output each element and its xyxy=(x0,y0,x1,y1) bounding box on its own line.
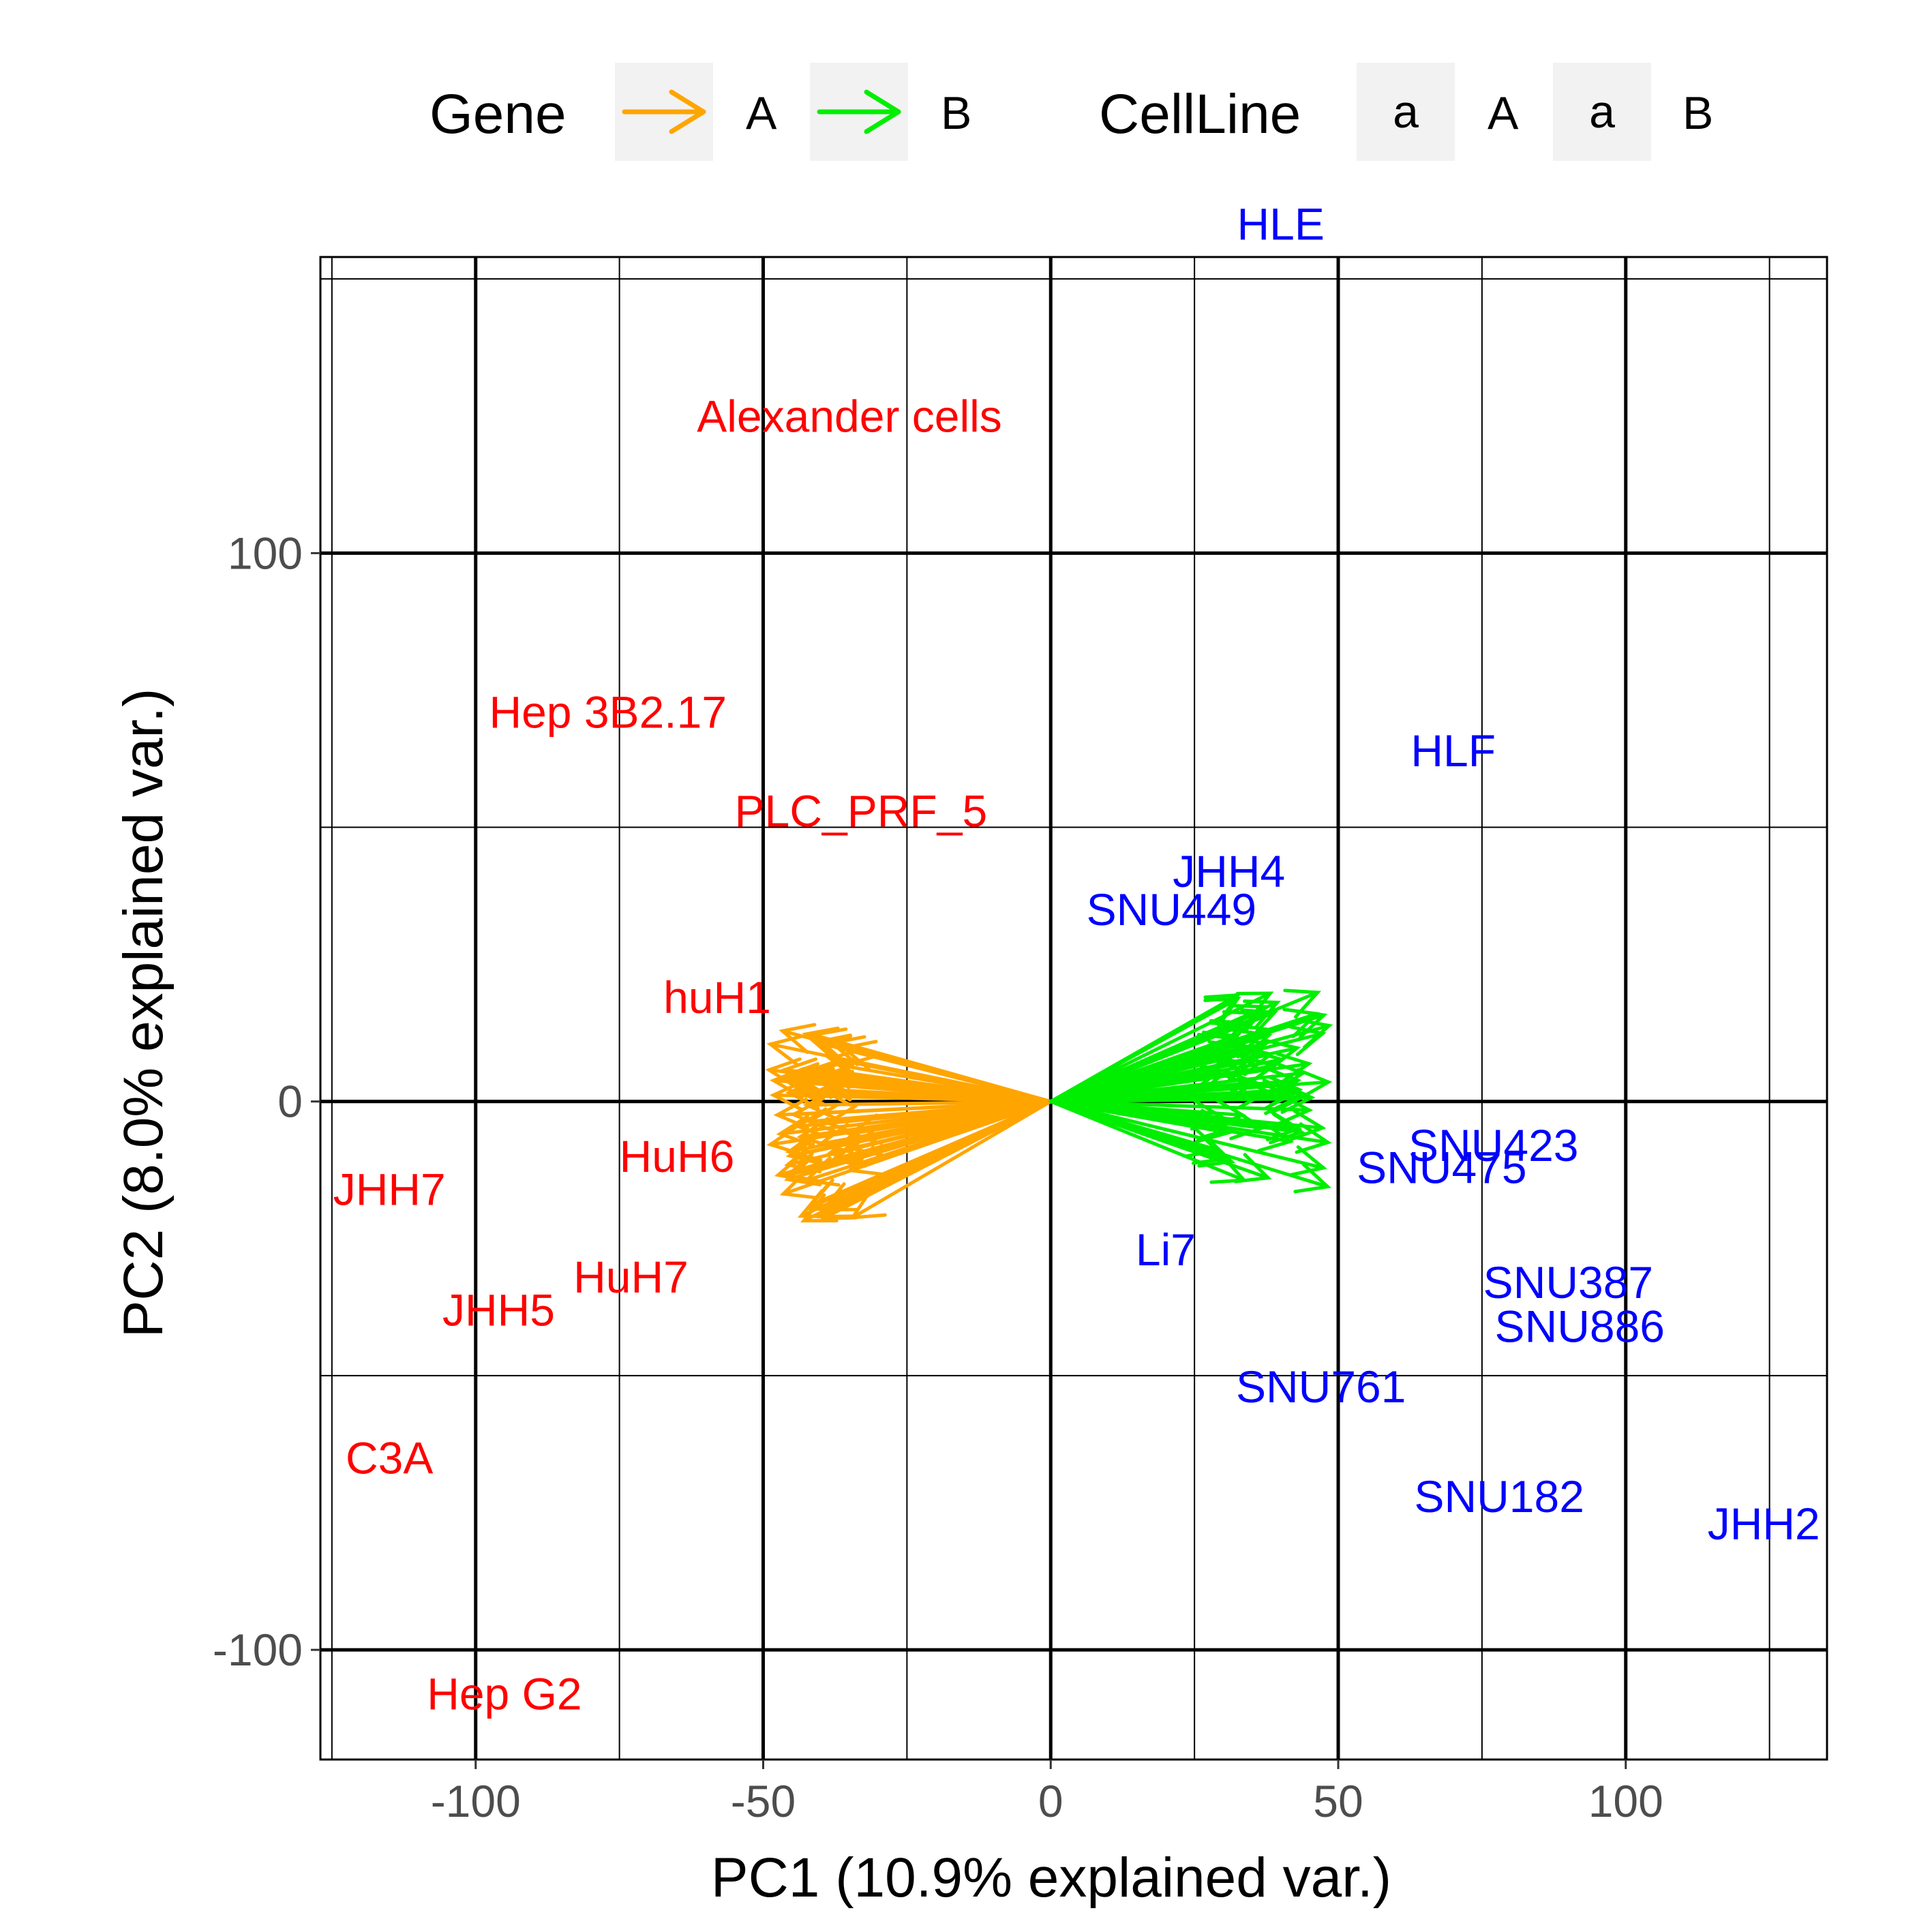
cell-line-label: SNU475 xyxy=(1357,1142,1526,1192)
gene-a-arrow xyxy=(789,1097,1053,1130)
legend-cellline-b-glyph: a xyxy=(1589,86,1615,138)
legend-gene-b-label: B xyxy=(941,87,971,139)
y-tick-label: 100 xyxy=(228,528,303,578)
gene-b-arrow xyxy=(1048,1075,1303,1107)
gene-a-arrow xyxy=(779,1023,1053,1104)
gene-b-arrow xyxy=(1048,991,1274,1104)
gene-b-arrow xyxy=(1048,1008,1328,1104)
y-axis: -100 0 100 xyxy=(213,528,320,1675)
legend-cellline-b-key xyxy=(1553,63,1651,161)
cell-line-label: HLF xyxy=(1410,725,1496,776)
cell-line-label: SNU182 xyxy=(1414,1471,1584,1522)
gene-loading-arrows xyxy=(765,988,1333,1223)
cell-line-label: JHH7 xyxy=(333,1164,446,1214)
gene-b-arrow xyxy=(1048,1008,1278,1104)
cell-line-label: SNU449 xyxy=(1087,884,1256,935)
legend: Gene A B CellLine a A a B xyxy=(429,63,1713,161)
x-axis-title: PC1 (10.9% explained var.) xyxy=(711,1847,1391,1909)
cell-line-label: HLE xyxy=(1237,199,1324,250)
legend-cellline-b-label: B xyxy=(1682,87,1713,139)
cell-line-label: SNU761 xyxy=(1236,1361,1406,1412)
cell-line-label: PLC_PRF_5 xyxy=(735,785,988,836)
legend-cellline-a-glyph: a xyxy=(1393,86,1419,138)
x-axis: -100 -50 0 50 100 xyxy=(431,1760,1663,1826)
cell-line-label: Hep G2 xyxy=(427,1668,582,1719)
x-tick-label: -100 xyxy=(431,1776,521,1826)
x-tick-label: 0 xyxy=(1038,1776,1063,1826)
gene-a-arrow xyxy=(798,1067,1053,1104)
cell-line-label: SNU387 xyxy=(1483,1257,1653,1308)
cell-line-label: HuH7 xyxy=(573,1252,689,1302)
legend-gene-a-arrow-icon xyxy=(622,89,706,134)
y-tick-label: -100 xyxy=(213,1625,303,1675)
cell-line-labels: HLE Alexander cells Hep 3B2.17 HLF PLC_PRF_5… xyxy=(333,199,1820,1719)
gene-a-arrow xyxy=(787,1100,1053,1166)
x-tick-label: 100 xyxy=(1588,1776,1663,1826)
cell-line-label: Hep 3B2.17 xyxy=(489,687,727,738)
gene-b-arrow xyxy=(1048,1100,1327,1177)
cell-line-label: huH1 xyxy=(663,972,771,1023)
legend-gene-title: Gene xyxy=(429,83,567,145)
cell-line-label: JHH4 xyxy=(1173,846,1285,896)
legend-cellline-title: CellLine xyxy=(1099,83,1301,145)
legend-cellline-a-label: A xyxy=(1488,87,1519,139)
gene-b-arrow xyxy=(1048,1100,1266,1141)
cell-line-label: HuH6 xyxy=(620,1131,735,1181)
gene-a-arrow xyxy=(800,1100,1053,1223)
cell-line-label: Alexander cells xyxy=(697,391,1002,441)
cell-line-label: SNU886 xyxy=(1495,1301,1665,1352)
gene-b-arrow xyxy=(1048,1050,1260,1104)
legend-gene-a-label: A xyxy=(746,87,777,139)
y-axis-title: PC2 (8.0% explained var.) xyxy=(112,689,175,1338)
grid-lines xyxy=(320,257,1827,1760)
legend-gene-b-arrow-icon xyxy=(817,89,901,134)
plot-panel-border xyxy=(319,256,1828,1761)
cell-line-label: JHH2 xyxy=(1708,1498,1820,1549)
y-tick-label: 0 xyxy=(277,1076,303,1127)
cell-line-label: Li7 xyxy=(1136,1224,1196,1275)
x-tick-label: 50 xyxy=(1313,1776,1363,1826)
gene-a-arrow xyxy=(817,1057,1053,1104)
gene-b-arrow xyxy=(1048,1100,1230,1165)
legend-cellline-a-key xyxy=(1357,63,1455,161)
cell-line-label: C3A xyxy=(346,1433,433,1483)
cell-line-label: SNU423 xyxy=(1408,1120,1578,1171)
cell-line-label: JHH5 xyxy=(442,1284,555,1335)
gene-a-arrow xyxy=(779,1100,1053,1200)
x-tick-label: -50 xyxy=(731,1776,796,1826)
